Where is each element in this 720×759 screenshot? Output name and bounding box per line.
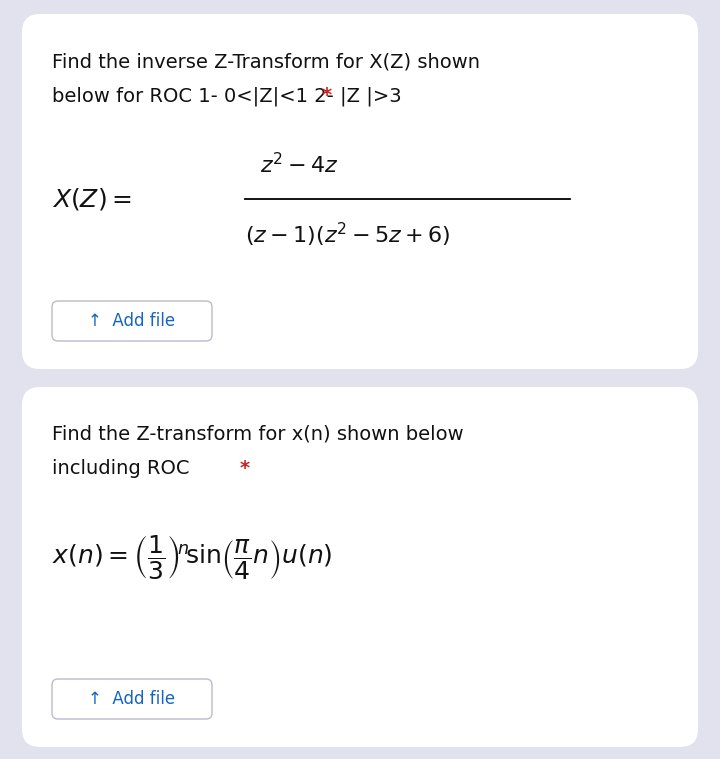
Text: below for ROC 1- 0<|Z|<1 2- |Z |>3: below for ROC 1- 0<|Z|<1 2- |Z |>3 bbox=[52, 86, 408, 106]
Text: Find the Z-transform for x(n) shown below: Find the Z-transform for x(n) shown belo… bbox=[52, 425, 464, 444]
Text: ↑  Add file: ↑ Add file bbox=[89, 690, 176, 708]
Text: $(z - 1)(z^2 - 5z + 6)$: $(z - 1)(z^2 - 5z + 6)$ bbox=[245, 221, 451, 249]
Text: Find the inverse Z-Transform for X(Z) shown: Find the inverse Z-Transform for X(Z) sh… bbox=[52, 52, 480, 71]
Text: including ROC: including ROC bbox=[52, 459, 196, 478]
Text: *: * bbox=[322, 86, 332, 105]
Text: $x(n) = \left(\dfrac{1}{3}\right)^{\!n}\!\sin\!\left(\dfrac{\pi}{4}n\right)u(n)$: $x(n) = \left(\dfrac{1}{3}\right)^{\!n}\… bbox=[52, 533, 333, 581]
FancyBboxPatch shape bbox=[22, 387, 698, 747]
Text: $z^2 - 4z$: $z^2 - 4z$ bbox=[260, 152, 339, 177]
FancyBboxPatch shape bbox=[52, 679, 212, 719]
Text: ↑  Add file: ↑ Add file bbox=[89, 312, 176, 330]
FancyBboxPatch shape bbox=[52, 301, 212, 341]
FancyBboxPatch shape bbox=[22, 14, 698, 369]
Text: $X(Z) =$: $X(Z) =$ bbox=[52, 186, 132, 212]
Text: *: * bbox=[240, 459, 250, 478]
